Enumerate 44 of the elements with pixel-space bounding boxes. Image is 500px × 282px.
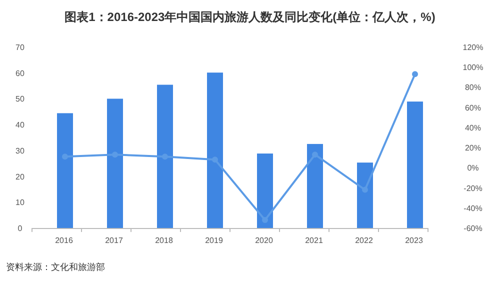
text: 资料来源：文化和旅游部 [6,262,105,272]
x-tick-label: 2022 [355,236,374,245]
y-tick-label: 30 [16,146,25,156]
point [162,154,168,160]
y-tick-label: 50 [16,94,25,104]
point [112,152,118,158]
y2-tick-label: 20% [464,144,482,153]
y-tick-label: 40 [16,120,25,130]
y2-tick-label: 60% [464,103,482,112]
point [62,154,68,160]
bar [207,72,223,228]
y2-tick-label: 100% [462,63,484,72]
y2-tick-label: -20% [464,184,482,193]
x-tick-label: 2020 [255,236,274,245]
bar [407,102,423,228]
x-tick-label: 2018 [155,236,174,245]
y-tick-label: 20 [16,172,25,182]
y2-tick-label: 0% [467,164,479,173]
x-tick-label: 2016 [55,236,74,245]
y-tick-label: 0 [18,224,23,233]
point [262,216,268,223]
bar [157,84,173,228]
x-tick-label: 2017 [105,236,124,245]
y2-tick-label: -40% [464,204,482,213]
x-tick-label: 2019 [205,236,224,245]
y-tick-label: 70 [16,43,25,52]
bar [307,144,323,228]
bar [107,98,123,228]
y-tick-label: 60 [16,68,25,78]
point [412,71,418,78]
y2-tick-label: -60% [464,224,482,233]
bar [57,113,73,228]
point [312,152,318,158]
point [362,186,368,193]
point [212,156,218,163]
y2-tick-label: 120% [462,43,484,52]
x-tick-label: 2023 [405,236,424,245]
y-tick-label: 10 [16,198,25,208]
y2-tick-label: 40% [464,123,482,132]
bar [357,162,373,228]
chart-title: 图表1：2016-2023年中国国内旅游人数及同比变化(单位：亿人次，%) [64,10,436,24]
bar [257,154,273,228]
y2-tick-label: 80% [464,83,482,92]
x-tick-label: 2021 [305,236,324,245]
